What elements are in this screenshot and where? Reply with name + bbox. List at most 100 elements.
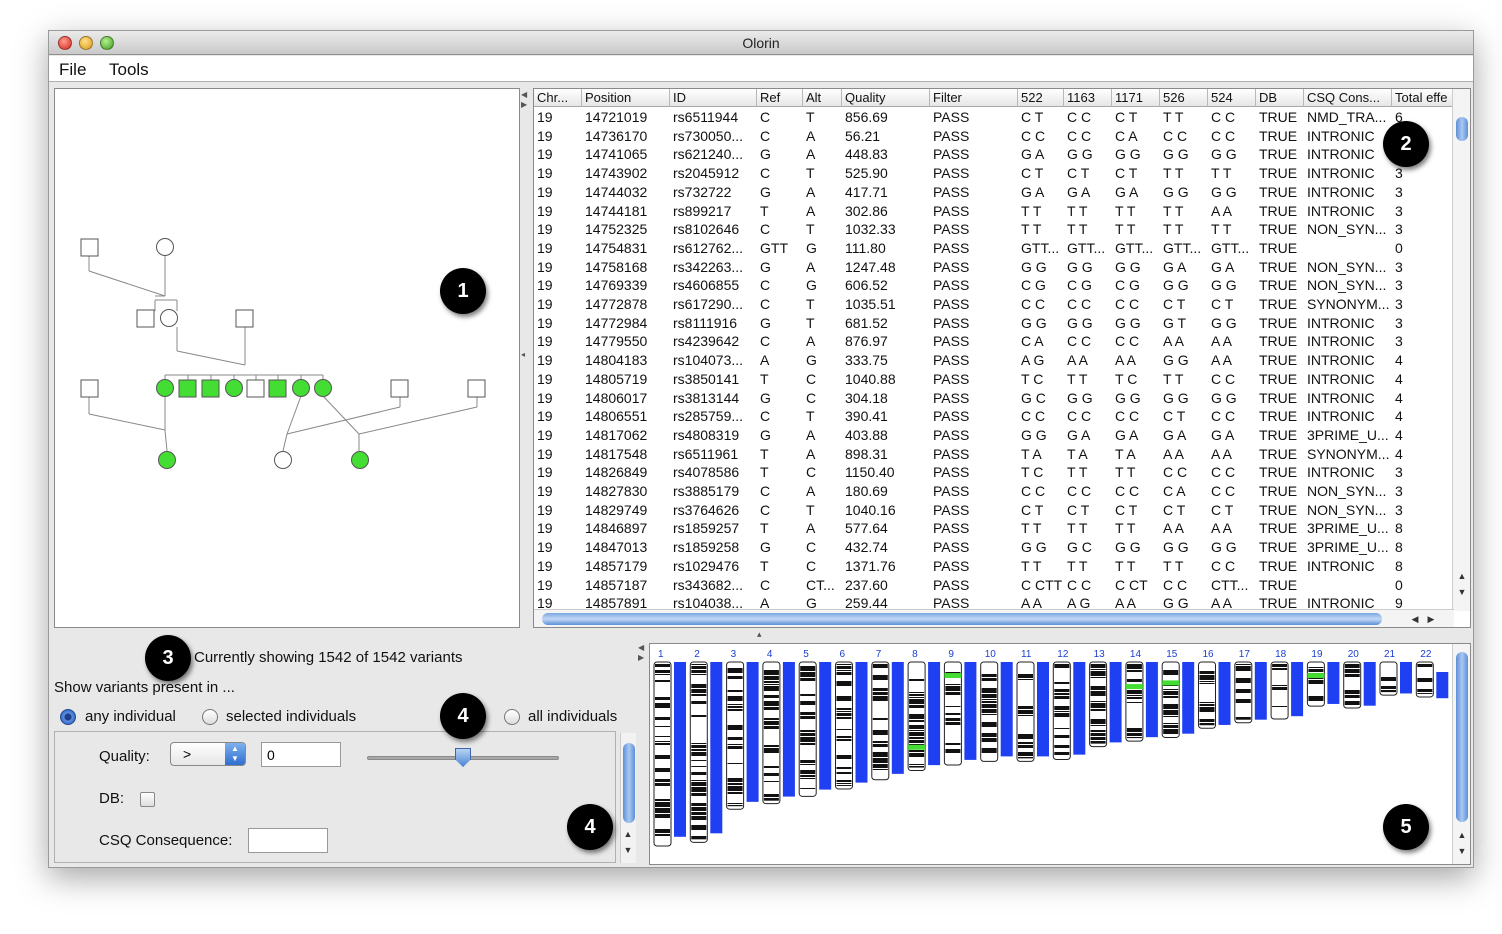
select-arrows-icon[interactable]: ▲ ▼ (225, 743, 245, 765)
column-header[interactable]: Ref (757, 89, 803, 107)
quality-slider-knob[interactable] (455, 748, 471, 767)
table-row[interactable]: 19 14857891 rs104038... A G 259.44 PASS A A A G A… (534, 594, 1454, 609)
highlight-marker[interactable] (1125, 684, 1143, 690)
highlight-marker[interactable] (1162, 680, 1180, 686)
highlight-marker[interactable] (944, 673, 962, 679)
chromosome-ideogram[interactable] (1016, 661, 1035, 762)
variant-density-track[interactable] (1182, 662, 1195, 734)
chromosome-ideogram[interactable] (1052, 661, 1071, 761)
column-header[interactable]: 522 (1018, 89, 1064, 107)
table-horizontal-scroll-thumb[interactable] (542, 613, 1382, 625)
chromosome-ideogram[interactable] (1306, 661, 1325, 707)
splitter-arrow-right-icon[interactable]: ▶ (521, 100, 528, 109)
close-window-button[interactable] (58, 36, 72, 50)
chromosome-ideogram[interactable] (1415, 661, 1434, 698)
karyogram-panel[interactable]: 1 2 3 4 5 6 7 8 9 10 11 12 13 14 15 16 17 18 19 20 21 22 ▲ ▼ (649, 643, 1471, 865)
column-header[interactable]: Filter (930, 89, 1018, 107)
chromosome-ideogram[interactable] (1089, 661, 1108, 748)
menu-tools[interactable]: Tools (109, 60, 149, 79)
variant-density-track[interactable] (782, 662, 795, 797)
scroll-up-icon[interactable]: ▲ (623, 829, 633, 839)
scroll-left-icon[interactable]: ◀ (1411, 614, 1419, 624)
chromosome-ideogram[interactable] (1125, 661, 1144, 742)
table-horizontal-scrollbar[interactable]: ◀ ▶ (534, 609, 1454, 627)
csq-consequence-input[interactable] (248, 828, 328, 853)
scroll-up-icon[interactable]: ▲ (1457, 571, 1467, 581)
table-row[interactable]: 19 14754831 rs612762... GTT G 111.80 PASS GTT..… (534, 239, 1454, 258)
radio-any-label[interactable]: any individual (85, 708, 176, 725)
zoom-window-button[interactable] (100, 36, 114, 50)
radio-selected-label[interactable]: selected individuals (226, 708, 357, 725)
column-header[interactable]: DB (1256, 89, 1304, 107)
minimize-window-button[interactable] (79, 36, 93, 50)
table-vertical-scroll-thumb[interactable] (1456, 117, 1468, 141)
karyogram-diagram[interactable]: 1 2 3 4 5 6 7 8 9 10 11 12 13 14 15 16 17 18 19 20 21 22 (650, 644, 1450, 864)
table-row[interactable]: 19 14752325 rs8102646 C T 1032.33 PASS T T T T T … (534, 220, 1454, 239)
table-row[interactable]: 19 14847013 rs1859258 G C 432.74 PASS G G G C G G… (534, 538, 1454, 557)
radio-selected-individuals[interactable] (202, 709, 218, 725)
karyogram-scroll-thumb[interactable] (1456, 652, 1468, 822)
chromosome-ideogram[interactable] (1343, 661, 1362, 709)
filter-vertical-scrollbar[interactable]: ▲ ▼ (620, 733, 636, 863)
table-row[interactable]: 19 14817062 rs4808319 G A 403.88 PASS G G G A G A… (534, 426, 1454, 445)
column-header[interactable]: CSQ Cons... (1304, 89, 1392, 107)
variant-density-track[interactable] (1400, 662, 1412, 694)
column-header[interactable]: Position (582, 89, 670, 107)
scroll-down-icon[interactable]: ▼ (1457, 587, 1467, 597)
scroll-down-icon[interactable]: ▼ (623, 845, 633, 855)
variant-density-track[interactable] (1000, 662, 1013, 757)
chromosome-ideogram[interactable] (798, 661, 817, 797)
table-row[interactable]: 19 14804183 rs104073... A G 333.75 PASS A G A A A… (534, 351, 1454, 370)
chromosome-ideogram[interactable] (762, 661, 781, 805)
table-row[interactable]: 19 14744032 rs732722 G A 417.71 PASS G A G A G A G… (534, 183, 1454, 202)
variant-density-track[interactable] (674, 662, 686, 837)
variant-density-track[interactable] (1145, 662, 1158, 738)
table-row[interactable]: 19 14743902 rs2045912 C T 525.90 PASS C T C T C T… (534, 164, 1454, 183)
column-header[interactable]: Quality (842, 89, 930, 107)
table-row[interactable]: 19 14857187 rs343682... C CT... 237.60 PASS C C… (534, 576, 1454, 595)
scroll-up-icon[interactable]: ▲ (1457, 830, 1467, 840)
variant-density-track[interactable] (1363, 662, 1376, 706)
chromosome-ideogram[interactable] (1198, 661, 1216, 729)
column-header[interactable]: 1171 (1112, 89, 1160, 107)
variant-density-track[interactable] (1254, 662, 1267, 720)
chromosome-ideogram[interactable] (726, 661, 745, 810)
table-vertical-scrollbar[interactable]: ▲ ▼ (1452, 89, 1470, 611)
variant-density-track[interactable] (1109, 662, 1122, 743)
table-row[interactable]: 19 14805719 rs3850141 T C 1040.88 PASS T C T T T … (534, 370, 1454, 389)
table-row[interactable]: 19 14744181 rs899217 T A 302.86 PASS T T T T T T T… (534, 202, 1454, 221)
variant-density-track[interactable] (1037, 662, 1049, 757)
variant-density-track[interactable] (1073, 662, 1086, 755)
table-row[interactable]: 19 14779550 rs4239642 C A 876.97 PASS C A C C C C… (534, 332, 1454, 351)
radio-all-individuals[interactable] (504, 709, 520, 725)
variant-density-track[interactable] (1291, 662, 1304, 717)
chromosome-ideogram[interactable] (1379, 661, 1398, 696)
table-row[interactable]: 19 14721019 rs6511944 C T 856.69 PASS C T C C C T… (534, 108, 1454, 127)
quality-operator-select[interactable]: > ▲ ▼ (170, 742, 246, 766)
chromosome-ideogram[interactable] (1161, 661, 1180, 738)
pane-splitter[interactable]: ◀ ▶ ◂ (521, 88, 531, 628)
db-checkbox[interactable] (140, 792, 155, 807)
column-header[interactable]: Alt (803, 89, 842, 107)
table-row[interactable]: 19 14817548 rs6511961 T A 898.31 PASS T A T A T A… (534, 445, 1454, 464)
chromosome-ideogram[interactable] (835, 661, 853, 790)
chromosome-ideogram[interactable] (1270, 661, 1289, 720)
table-row[interactable]: 19 14758168 rs342263... G A 1247.48 PASS G G G G… (534, 258, 1454, 277)
chromosome-ideogram[interactable] (980, 661, 999, 762)
variant-density-track[interactable] (746, 662, 759, 802)
radio-any-individual[interactable] (60, 709, 76, 725)
table-row[interactable]: 19 14772984 rs8111916 G T 681.52 PASS G G G G G G… (534, 314, 1454, 333)
splitter-arrows-icon[interactable]: ◀ ▶ (638, 643, 645, 662)
chromosome-ideogram[interactable] (871, 661, 890, 781)
variant-density-track[interactable] (1327, 662, 1340, 704)
table-row[interactable]: 19 14769339 rs4606855 C G 606.52 PASS C G C G C G… (534, 276, 1454, 295)
column-header[interactable]: 1163 (1064, 89, 1112, 107)
column-header[interactable]: Total effe (1392, 89, 1454, 107)
column-header[interactable]: 526 (1160, 89, 1208, 107)
table-row[interactable]: 19 14857179 rs1029476 T C 1371.76 PASS T T T T T … (534, 557, 1454, 576)
scroll-right-icon[interactable]: ▶ (1427, 614, 1435, 624)
scroll-down-icon[interactable]: ▼ (1457, 846, 1467, 856)
highlight-marker[interactable] (1307, 673, 1325, 679)
variant-density-track[interactable] (1218, 662, 1231, 725)
table-row[interactable]: 19 14772878 rs617290... C T 1035.51 PASS C C C C… (534, 295, 1454, 314)
